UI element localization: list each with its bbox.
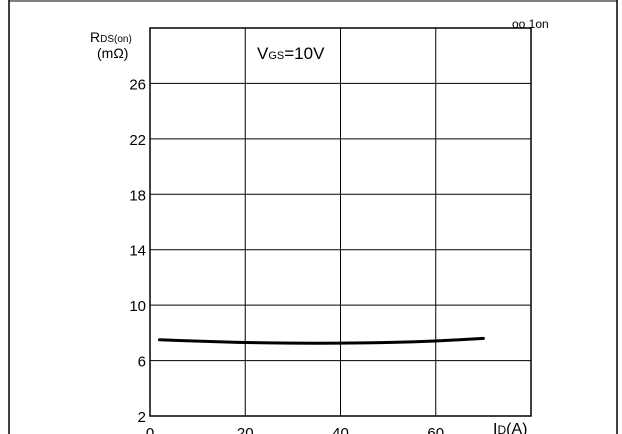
x-tick-label: 40	[332, 425, 349, 434]
y-axis-label-sub: DS(on)	[100, 34, 132, 45]
y-axis-label: RDS(on)	[90, 29, 132, 45]
y-tick-label: 26	[129, 76, 146, 93]
x-tick-label: 60	[427, 425, 444, 434]
x-tick-labels: 0 20 40 60	[146, 425, 444, 434]
x-axis-label-sub: D	[497, 423, 506, 434]
y-axis-label-main: R	[90, 29, 100, 45]
y-tick-label: 10	[129, 298, 146, 315]
plot-frame	[149, 27, 532, 417]
y-tick-label: 2	[138, 409, 146, 426]
series-line	[158, 336, 485, 345]
vgs-annotation-rest: =10V	[284, 44, 325, 63]
y-tick-label: 6	[138, 354, 146, 371]
y-tick-label: 14	[129, 243, 146, 260]
grid-lines	[149, 28, 531, 417]
x-tick-label: 0	[146, 425, 154, 434]
vgs-annotation-main: V	[257, 44, 269, 63]
x-axis-label: ID(A)	[493, 421, 527, 434]
x-axis-label-unit: (A)	[506, 421, 527, 434]
y-tick-label: 22	[129, 132, 146, 149]
x-axis-label-main: I	[493, 421, 497, 434]
vgs-annotation: VGS=10V	[257, 44, 325, 63]
x-tick-label: 20	[237, 425, 254, 434]
y-axis-unit: (mΩ)	[97, 45, 128, 61]
vgs-annotation-sub: GS	[268, 50, 284, 62]
y-tick-label: 18	[129, 187, 146, 204]
